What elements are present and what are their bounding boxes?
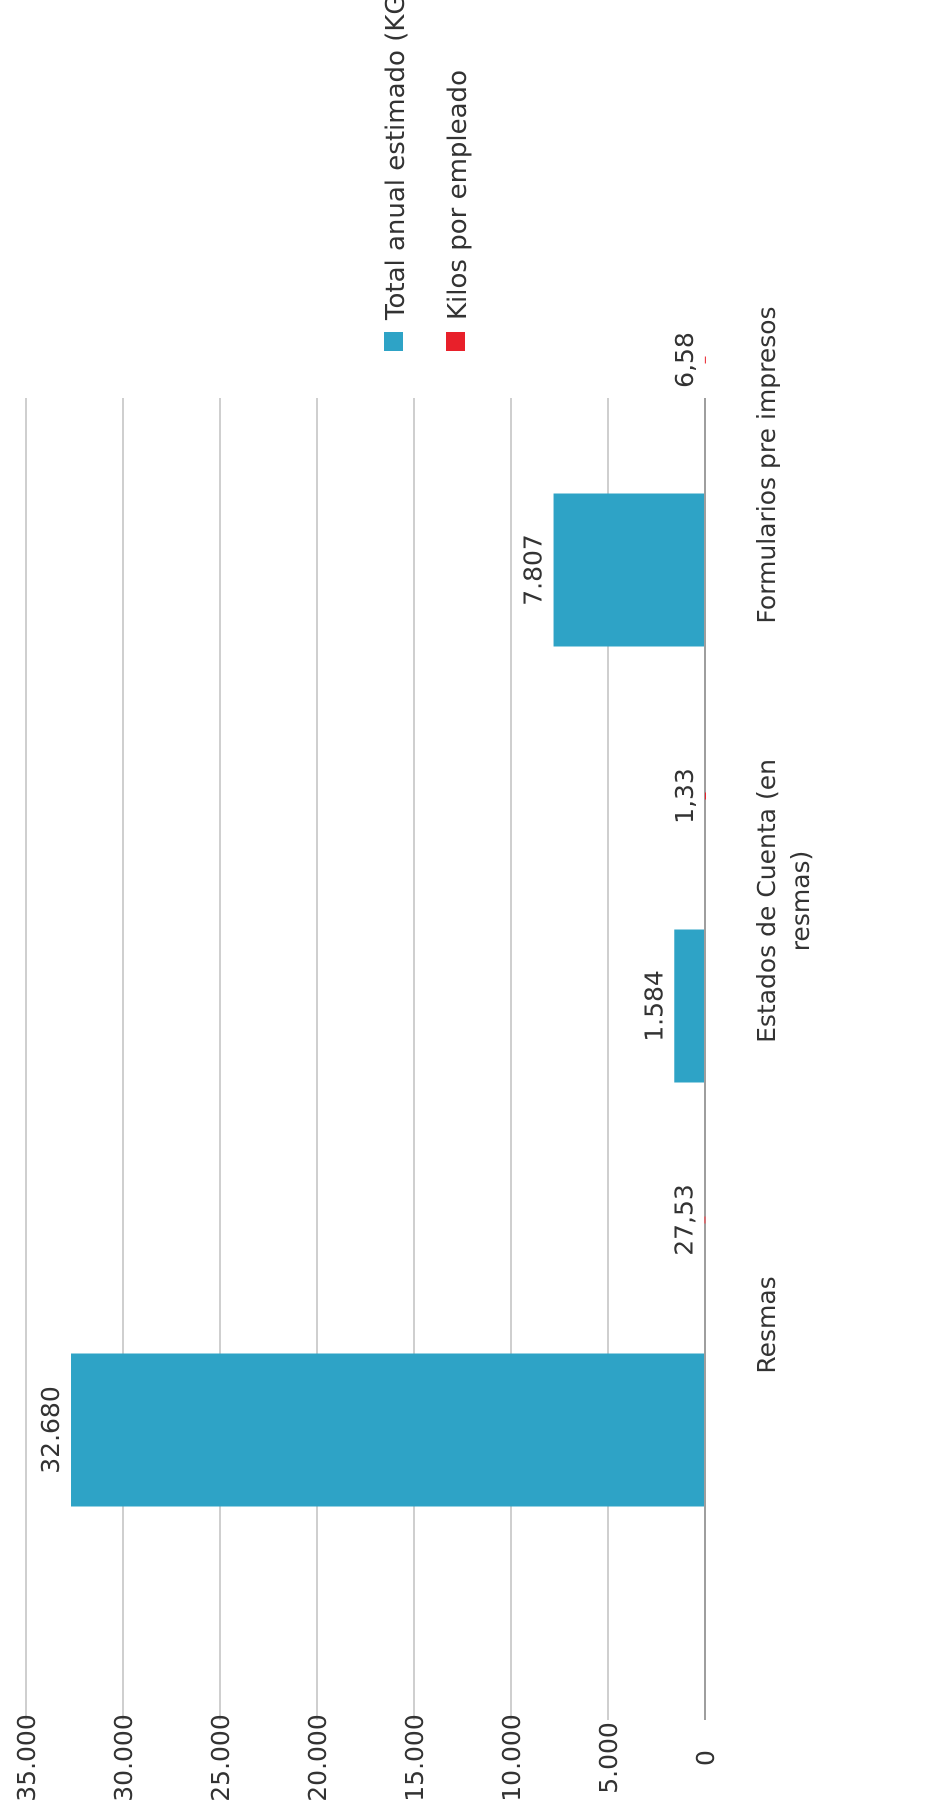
y-tick-label: 5.000 (594, 1722, 623, 1794)
bar-total (553, 493, 704, 647)
bar-kilos (704, 356, 706, 364)
plot-area: 0 5.000 10.000 15.000 20.000 25.000 30.000 35.0… (12, 0, 815, 1802)
y-tick-label: 20.000 (303, 1714, 332, 1801)
y-tick-label: 10.000 (497, 1714, 526, 1801)
category-label: Formularios pre impresos (752, 306, 781, 623)
data-label: 6,58 (670, 332, 699, 388)
y-tick-label: 15.000 (400, 1714, 429, 1801)
data-label: 1,33 (670, 768, 699, 824)
bar-total (674, 929, 704, 1083)
bar-kilos (704, 792, 706, 800)
legend-swatch-total (384, 332, 403, 351)
data-label: 1.584 (639, 970, 668, 1042)
legend-label: Kilos por empleado (443, 70, 473, 320)
category-label: Resmas (752, 1276, 781, 1373)
y-tick-label: 35.000 (12, 1714, 41, 1801)
category-label: Estados de Cuenta (en (752, 759, 781, 1043)
bar-kilos (704, 1216, 706, 1224)
legend-label: Total anual estimado (KG) (381, 0, 411, 321)
y-tick-label: 25.000 (206, 1714, 235, 1801)
data-label: 32.680 (36, 1386, 65, 1473)
y-tick-label: 30.000 (109, 1714, 138, 1801)
bar-total (71, 1353, 705, 1507)
legend-swatch-kilos (446, 332, 465, 351)
data-label: 27,53 (669, 1184, 698, 1256)
y-tick-label: 0 (691, 1750, 720, 1766)
data-label: 7.807 (519, 534, 548, 606)
category-label: resmas) (786, 851, 815, 952)
